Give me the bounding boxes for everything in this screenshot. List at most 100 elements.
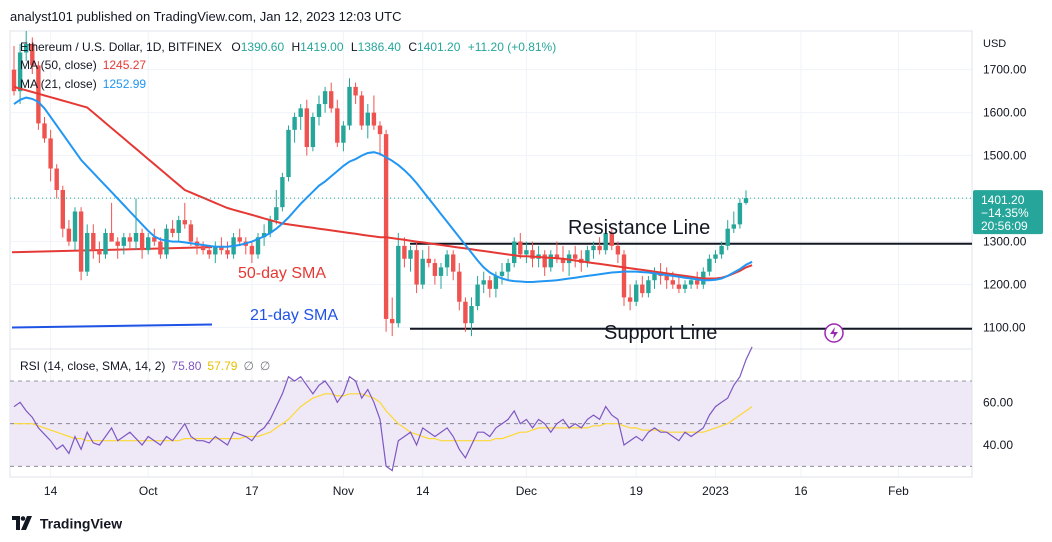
candle-body [127, 237, 133, 242]
candle-body [603, 232, 608, 251]
candle-body [103, 232, 108, 255]
candle-body [292, 116, 297, 130]
candle [621, 250, 627, 307]
candle-body [457, 271, 462, 302]
candle [737, 198, 743, 229]
price-tick-label: 1500.00 [983, 149, 1027, 163]
candle [603, 224, 608, 255]
candle [280, 172, 285, 212]
candle-body [207, 250, 212, 255]
candle [432, 258, 438, 285]
candle-body [60, 190, 65, 229]
time-tick-label: 19 [630, 484, 644, 498]
candle [66, 220, 72, 246]
candle [463, 297, 468, 332]
candle-body [152, 237, 157, 242]
candle-body [115, 241, 120, 246]
candle [341, 121, 346, 152]
candle-body [365, 112, 370, 126]
candle-body [542, 254, 547, 268]
candle [524, 241, 529, 264]
candle-body [573, 254, 578, 259]
candle [731, 211, 736, 233]
currency-label: USD [983, 38, 1006, 50]
candle [634, 280, 639, 307]
candle-body [444, 254, 450, 268]
candle [243, 237, 248, 255]
candle-body [390, 318, 395, 324]
candle-body [451, 254, 456, 272]
candle-body [335, 108, 340, 143]
badge-countdown: 20:56:09 [981, 219, 1028, 233]
candle-body [402, 245, 407, 259]
time-tick-label: Nov [333, 484, 354, 498]
candle-body [188, 224, 194, 242]
candle [237, 228, 242, 246]
candle [103, 228, 108, 259]
candle [85, 224, 90, 276]
candle-body [353, 86, 358, 96]
price-tick-label: 1600.00 [983, 106, 1027, 120]
candle [548, 250, 553, 272]
candle-body [670, 280, 675, 285]
candle [158, 237, 163, 259]
candle [713, 250, 718, 264]
candle [298, 104, 303, 130]
support-label: Support Line [604, 322, 717, 344]
candle-body [682, 284, 688, 289]
candle [48, 129, 53, 182]
candle-body [72, 211, 78, 242]
lightning-icon[interactable] [824, 323, 844, 343]
rsi-plot [13, 346, 753, 472]
candle-body [347, 86, 352, 126]
tradingview-logo-icon [12, 516, 32, 531]
candle-body [286, 129, 291, 178]
candle [530, 241, 535, 268]
candle-body [66, 228, 72, 242]
candle-body [42, 123, 47, 139]
candle [414, 241, 419, 294]
candle-body [408, 250, 413, 259]
candle-body [505, 263, 511, 272]
candle [17, 43, 23, 105]
candle-body [597, 245, 602, 251]
candle [292, 112, 297, 143]
candle-body [652, 271, 657, 281]
legend-ma21: MA (21, close) 1252.99 [20, 77, 146, 91]
candle [597, 237, 602, 255]
candle-body [688, 280, 694, 285]
candle [408, 245, 413, 272]
candle [200, 241, 206, 255]
candle-body [85, 232, 90, 272]
candle-body [426, 258, 431, 264]
tradingview-logo[interactable]: TradingView [12, 514, 122, 531]
candle-body [676, 284, 682, 289]
candle [487, 275, 492, 298]
candle [377, 121, 383, 156]
candle-body [329, 91, 334, 109]
candle-body [249, 245, 255, 255]
candle-body [30, 43, 35, 66]
candle-body [713, 254, 718, 259]
candle [139, 228, 145, 259]
candle [72, 207, 78, 251]
candle [225, 241, 230, 259]
candle-body [743, 198, 749, 203]
candle [335, 99, 340, 148]
time-axis-ticks: 14 Oct 17 Nov 14 Dec 19 2023 16 Feb [44, 484, 909, 498]
candle-body [78, 211, 84, 272]
candle [24, 31, 29, 62]
candle [182, 202, 187, 229]
candle-body [213, 245, 218, 255]
price-tick-label: 1700.00 [983, 63, 1027, 77]
candle [310, 112, 316, 152]
candle-body [316, 104, 322, 117]
time-tick-label: 14 [416, 484, 430, 498]
candle-body [200, 245, 206, 251]
candle [676, 275, 682, 294]
time-tick-label: 17 [245, 484, 259, 498]
sma50-annotation-line [11, 246, 213, 254]
publish-info: analyst101 published on TradingView.com,… [10, 9, 402, 24]
candle-body [97, 250, 102, 255]
